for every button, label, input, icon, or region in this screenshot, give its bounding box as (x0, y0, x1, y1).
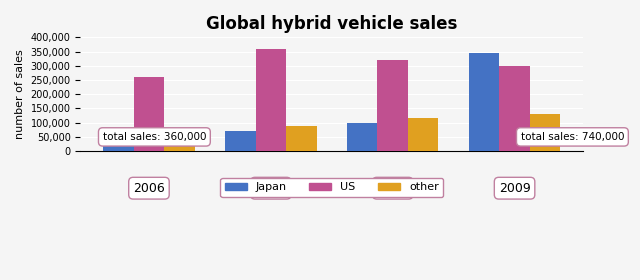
Bar (255, 49, 286, 151)
Bar (378, 60, 408, 151)
Bar (408, 118, 438, 151)
Text: total sales: 360,000: total sales: 360,000 (102, 132, 206, 142)
Bar (530, 114, 560, 151)
Bar (469, 53, 499, 151)
Y-axis label: number of sales: number of sales (15, 49, 25, 139)
Bar (499, 66, 530, 151)
Text: 2009: 2009 (499, 182, 531, 195)
Bar (164, 138, 195, 151)
Legend: Japan, US, other: Japan, US, other (220, 178, 443, 197)
Text: 2007: 2007 (255, 182, 287, 195)
Title: Global hybrid vehicle sales: Global hybrid vehicle sales (206, 15, 458, 33)
Text: 2008: 2008 (377, 182, 408, 195)
Bar (286, 125, 317, 151)
Bar (103, 136, 134, 151)
Text: 2006: 2006 (133, 182, 165, 195)
Text: total sales: 740,000: total sales: 740,000 (521, 132, 624, 142)
Bar (347, 123, 378, 151)
Bar (134, 77, 164, 151)
Bar (225, 131, 255, 151)
